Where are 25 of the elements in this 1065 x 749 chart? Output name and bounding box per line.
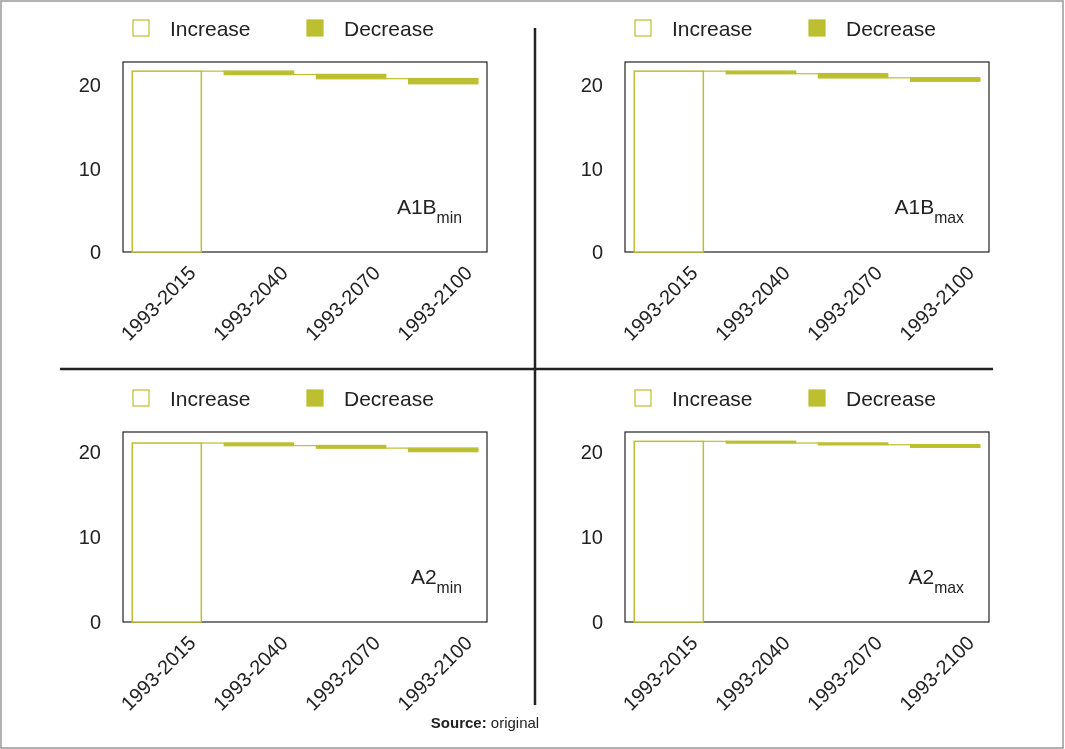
annotation: A2$_{max}$ bbox=[908, 565, 965, 596]
annotation: A1B$_{max}$ bbox=[894, 195, 965, 226]
y-tick-label: 20 bbox=[580, 74, 603, 97]
legend-label: Decrease bbox=[846, 386, 936, 410]
legend-label: Increase bbox=[672, 386, 753, 410]
legend-label: Increase bbox=[672, 16, 753, 40]
y-tick-label: 20 bbox=[78, 441, 101, 464]
y-tick-label: 10 bbox=[78, 157, 101, 180]
source-note: Source: original bbox=[430, 714, 540, 731]
y-tick-label: 10 bbox=[580, 157, 603, 180]
y-tick-label: 0 bbox=[591, 611, 603, 633]
legend-label: Decrease bbox=[846, 16, 936, 40]
legend-label: Increase bbox=[170, 386, 251, 410]
annotation: A1B$_{min}$ bbox=[396, 195, 462, 226]
y-tick-label: 10 bbox=[580, 526, 603, 549]
legend-label: Decrease bbox=[344, 386, 434, 410]
y-tick-label: 10 bbox=[78, 526, 101, 549]
annotation: A2$_{min}$ bbox=[410, 565, 462, 596]
y-tick-label: 0 bbox=[89, 241, 101, 263]
legend-label: Increase bbox=[170, 16, 251, 40]
y-tick-label: 0 bbox=[89, 611, 101, 633]
y-tick-label: 20 bbox=[580, 441, 603, 464]
legend-label: Decrease bbox=[344, 16, 434, 40]
y-tick-label: 0 bbox=[591, 241, 603, 263]
y-tick-label: 20 bbox=[78, 74, 101, 97]
